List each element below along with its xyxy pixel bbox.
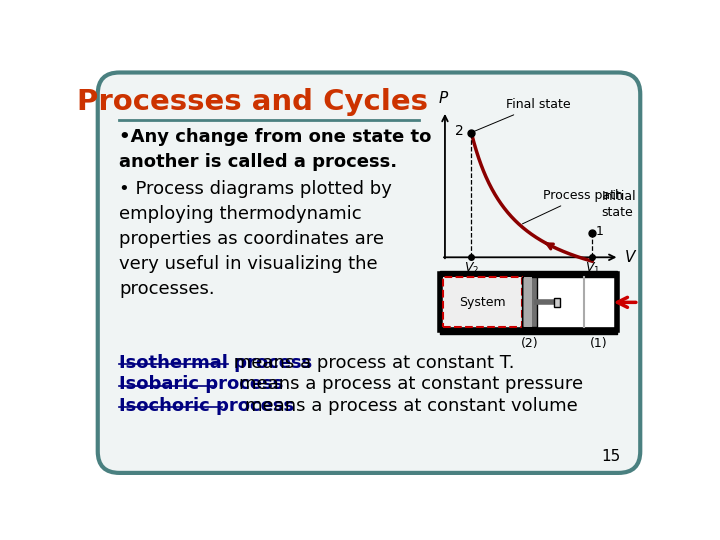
Text: $V_1$: $V_1$ bbox=[585, 261, 600, 276]
Bar bbox=[524, 278, 532, 327]
Text: (1): (1) bbox=[590, 336, 608, 349]
Text: (2): (2) bbox=[521, 336, 539, 349]
Text: Processes and Cycles: Processes and Cycles bbox=[77, 88, 428, 116]
Text: •Any change from one state to
another is called a process.: •Any change from one state to another is… bbox=[120, 128, 432, 171]
Bar bbox=[441, 274, 617, 330]
Text: means a process at constant volume: means a process at constant volume bbox=[222, 397, 578, 415]
Text: $V$: $V$ bbox=[624, 249, 637, 265]
Bar bbox=[522, 278, 537, 327]
Text: • Process diagrams plotted by
employing thermodynamic
properties as coordinates : • Process diagrams plotted by employing … bbox=[120, 180, 392, 298]
Text: $V_2$: $V_2$ bbox=[464, 261, 479, 276]
Bar bbox=[443, 278, 522, 327]
Text: $P$: $P$ bbox=[438, 90, 449, 106]
Bar bbox=[554, 298, 560, 307]
Text: means a process at constant pressure: means a process at constant pressure bbox=[216, 375, 583, 393]
Text: 2: 2 bbox=[455, 124, 464, 138]
Text: Process path: Process path bbox=[523, 189, 623, 224]
Text: Isochoric process: Isochoric process bbox=[120, 397, 294, 415]
FancyBboxPatch shape bbox=[98, 72, 640, 473]
Text: 1: 1 bbox=[596, 225, 604, 238]
Text: means a process at constant T.: means a process at constant T. bbox=[228, 354, 515, 372]
Text: Isobaric process: Isobaric process bbox=[120, 375, 284, 393]
Text: Final state: Final state bbox=[474, 98, 571, 131]
Text: Isothermal process: Isothermal process bbox=[120, 354, 312, 372]
Text: Initial
state: Initial state bbox=[601, 190, 636, 219]
Text: 15: 15 bbox=[602, 449, 621, 464]
Text: System: System bbox=[459, 296, 505, 309]
